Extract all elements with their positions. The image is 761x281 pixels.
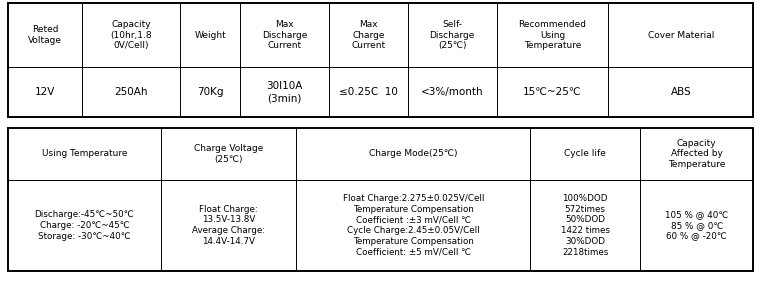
Text: Weight: Weight <box>194 31 226 40</box>
Text: ≤0.25C  10: ≤0.25C 10 <box>339 87 398 97</box>
Text: 15℃~25℃: 15℃~25℃ <box>524 87 581 97</box>
Text: Cycle life: Cycle life <box>565 149 607 158</box>
Text: Reted
Voltage: Reted Voltage <box>28 25 62 45</box>
Text: Recommended
Using
Temperature: Recommended Using Temperature <box>518 20 587 51</box>
Text: Cover Material: Cover Material <box>648 31 714 40</box>
Text: Capacity
Affected by
Temperature: Capacity Affected by Temperature <box>668 139 725 169</box>
Text: 12V: 12V <box>35 87 55 97</box>
Text: ABS: ABS <box>670 87 691 97</box>
Text: Charge Mode(25℃): Charge Mode(25℃) <box>369 149 457 158</box>
Text: <3%/month: <3%/month <box>421 87 483 97</box>
Text: Float Charge:2.275±0.025V/Cell
Temperature Compensation
Coefficient :±3 mV/Cell : Float Charge:2.275±0.025V/Cell Temperatu… <box>342 194 484 257</box>
Bar <box>8 128 753 271</box>
Text: Discharge:-45℃~50℃
Charge: -20℃~45℃
Storage: -30℃~40℃: Discharge:-45℃~50℃ Charge: -20℃~45℃ Stor… <box>34 210 134 241</box>
Text: Using Temperature: Using Temperature <box>42 149 127 158</box>
Text: 30I10A
(3min): 30I10A (3min) <box>266 81 303 103</box>
Text: Max
Discharge
Current: Max Discharge Current <box>262 20 307 51</box>
Text: 100%DOD
572times
50%DOD
1422 times
30%DOD
2218times: 100%DOD 572times 50%DOD 1422 times 30%DO… <box>561 194 610 257</box>
Text: Charge Voltage
(25℃): Charge Voltage (25℃) <box>194 144 263 164</box>
Text: 105 % @ 40℃
85 % @ 0℃
60 % @ -20℃: 105 % @ 40℃ 85 % @ 0℃ 60 % @ -20℃ <box>665 210 728 241</box>
Text: 70Kg: 70Kg <box>197 87 224 97</box>
Text: 250Ah: 250Ah <box>114 87 148 97</box>
Text: Float Charge:
13.5V-13.8V
Average Charge:
14.4V-14.7V: Float Charge: 13.5V-13.8V Average Charge… <box>193 205 266 246</box>
Text: Capacity
(10hr,1.8
0V/Cell): Capacity (10hr,1.8 0V/Cell) <box>110 20 152 51</box>
Text: Max
Charge
Current: Max Charge Current <box>352 20 386 51</box>
Bar <box>8 3 753 117</box>
Text: Self-
Discharge
(25℃): Self- Discharge (25℃) <box>429 20 475 51</box>
